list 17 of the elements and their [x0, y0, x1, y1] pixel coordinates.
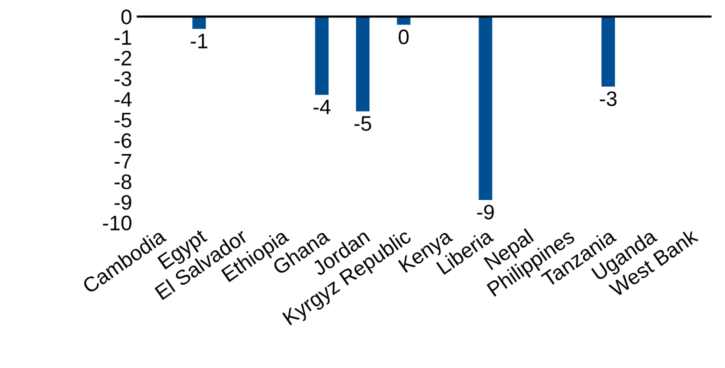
y-tick-label: 0	[121, 10, 132, 24]
data-label: -9	[477, 204, 494, 220]
y-tick-label: -2	[114, 50, 132, 66]
data-label: 0	[398, 30, 409, 44]
y-tick-label: -4	[114, 92, 132, 107]
y-tick-label: -9	[114, 195, 132, 210]
data-label: -1	[190, 34, 208, 48]
data-label: -4	[314, 100, 330, 114]
y-tick-label: -8	[114, 174, 132, 190]
y-tick-label: -3	[114, 71, 132, 86]
data-label: -3	[600, 91, 617, 106]
y-tick-label: -6	[114, 133, 132, 148]
y-tick-label: -10	[103, 216, 132, 230]
data-label: -5	[354, 116, 372, 131]
y-tick-label: -5	[114, 112, 132, 128]
y-tick-label: -1	[114, 30, 132, 45]
y-tick-label: -7	[114, 154, 132, 168]
